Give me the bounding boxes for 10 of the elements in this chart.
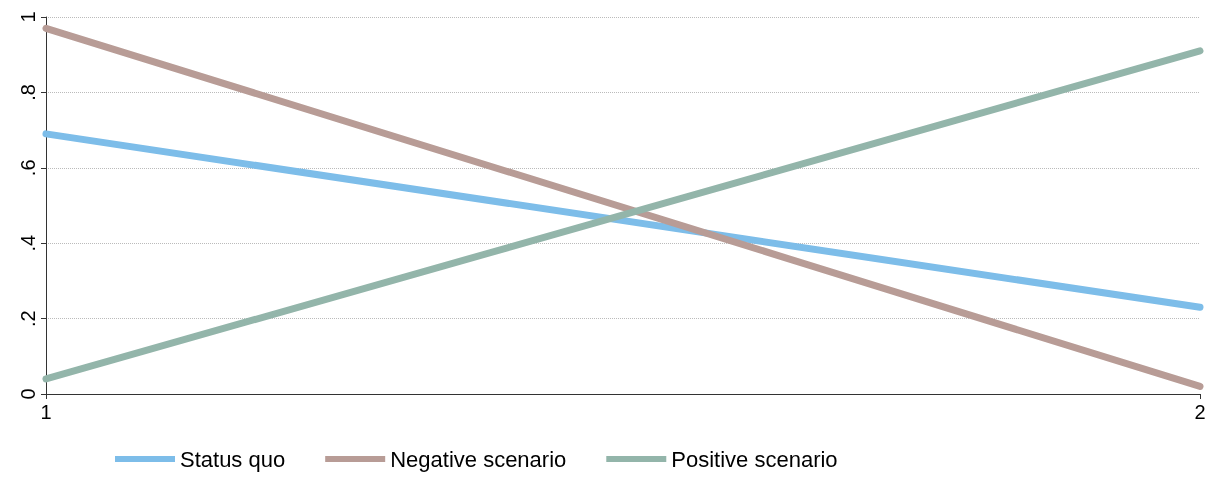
y-tick-label: 0: [17, 388, 39, 400]
y-tick-label: .6: [17, 159, 39, 177]
legend-label: Status quo: [180, 446, 286, 472]
legend-label: Positive scenario: [671, 446, 838, 472]
legend-label: Negative scenario: [390, 446, 567, 472]
x-tick-label: 2: [1194, 401, 1206, 423]
y-tick-label: .8: [17, 84, 39, 101]
y-tick-label: .2: [17, 310, 39, 327]
y-tick-label: 1: [17, 11, 39, 23]
y-tick-label: .4: [17, 234, 39, 252]
